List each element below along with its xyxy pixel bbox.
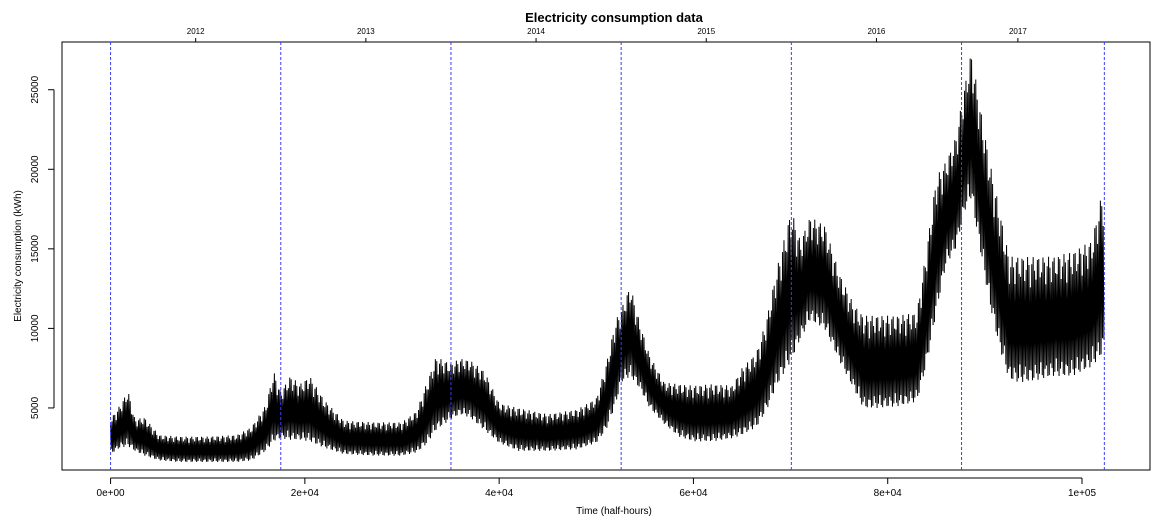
x-tick-label: 2e+04 [291, 488, 320, 499]
year-label-2013: 2013 [357, 27, 375, 36]
year-label-2015: 2015 [697, 27, 715, 36]
y-axis-label: Electricity consumption (kWh) [13, 190, 24, 322]
year-label-2014: 2014 [527, 27, 545, 36]
year-label-2016: 2016 [868, 27, 886, 36]
year-label-2017: 2017 [1009, 27, 1027, 36]
x-axis: 0e+00 2e+04 4e+04 6e+04 8e+04 1e+05 [97, 477, 1097, 499]
chart-title: Electricity consumption data [525, 10, 703, 25]
year-label-2012: 2012 [187, 27, 205, 36]
y-tick-label: 25000 [30, 75, 41, 103]
y-tick-label: 5000 [30, 396, 41, 419]
y-tick-label: 10000 [30, 314, 41, 342]
year-labels: 2012 2013 2014 2015 2016 2017 [187, 27, 1027, 42]
consumption-series-line [110, 58, 1105, 463]
x-tick-label: 4e+04 [485, 488, 514, 499]
x-tick-label: 6e+04 [679, 488, 708, 499]
x-tick-label: 8e+04 [874, 488, 903, 499]
y-tick-label: 20000 [30, 155, 41, 183]
x-tick-label: 0e+00 [97, 488, 126, 499]
y-axis: 5000 10000 15000 20000 25000 [30, 75, 55, 419]
y-tick-label: 15000 [30, 235, 41, 263]
year-boundary-lines [110, 42, 1105, 470]
x-axis-label: Time (half-hours) [576, 506, 652, 517]
plot-frame [61, 41, 1151, 471]
x-tick-label: 1e+05 [1068, 488, 1097, 499]
